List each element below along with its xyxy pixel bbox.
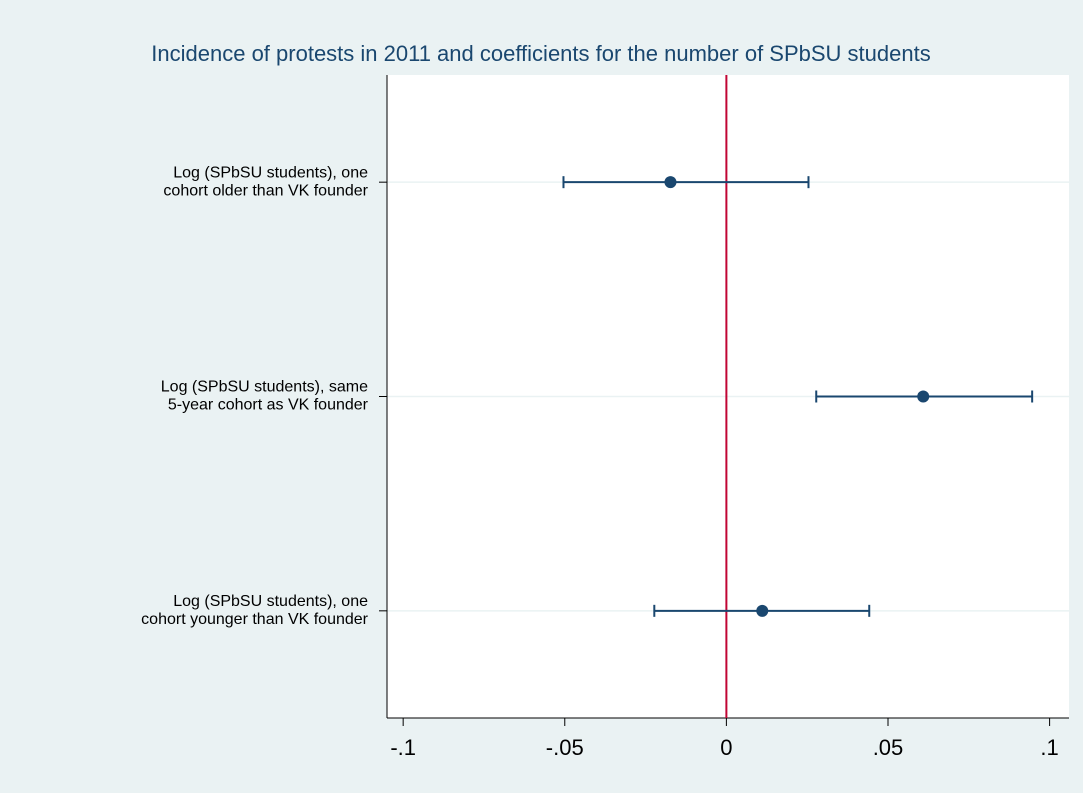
x-tick-label: -.1	[390, 735, 416, 760]
x-tick-label: 0	[720, 735, 732, 760]
y-tick-label: cohort older than VK founder	[163, 182, 368, 199]
y-tick-label: cohort younger than VK founder	[141, 611, 368, 628]
y-tick-label: 5-year cohort as VK founder	[168, 397, 369, 414]
point	[664, 176, 677, 189]
y-tick-label: Log (SPbSU students), one	[173, 164, 368, 181]
x-tick-label: .05	[873, 735, 904, 760]
point	[917, 390, 930, 403]
x-tick-label: .1	[1040, 735, 1058, 760]
y-tick-label: Log (SPbSU students), same	[161, 379, 368, 396]
y-tick-label: Log (SPbSU students), one	[173, 593, 368, 610]
x-tick-label: -.05	[546, 735, 584, 760]
chart-title: Incidence of protests in 2011 and coeffi…	[151, 41, 930, 66]
point	[756, 604, 769, 617]
